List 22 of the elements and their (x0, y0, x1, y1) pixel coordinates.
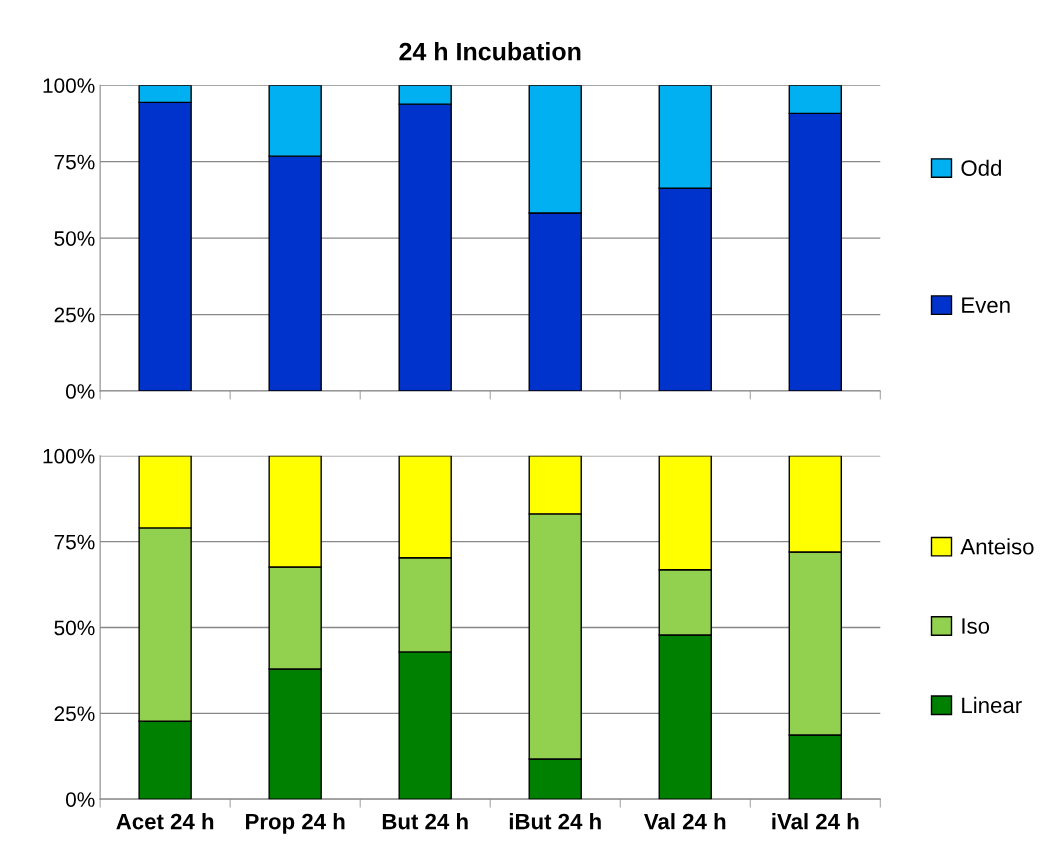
x-tick-label: But 24 h (382, 813, 468, 830)
y-tick-label: 25% (54, 706, 95, 722)
x-tick-label: iVal 24 h (772, 813, 859, 830)
x-tick-label: Val 24 h (644, 813, 726, 830)
legend-label: Anteiso (960, 538, 1034, 555)
y-tick-label: 75% (54, 534, 95, 550)
legend-label: Odd (961, 159, 1001, 176)
y-tick-label: 50% (54, 620, 95, 636)
y-tick-label: 0% (65, 384, 95, 399)
legend-label: Linear (962, 696, 1022, 714)
y-tick-label: 25% (54, 307, 95, 323)
y-tick-label: 100% (43, 448, 95, 464)
legend-label: Even (962, 297, 1010, 314)
y-tick-label: 100% (43, 78, 95, 93)
legend-label: Iso (962, 618, 990, 634)
y-tick-label: 50% (54, 231, 95, 246)
x-tick-label: Prop 24 h (246, 813, 345, 834)
chart-title: 24 h Incubation (399, 42, 581, 61)
x-tick-label: iBut 24 h (509, 813, 601, 830)
y-tick-label: 0% (65, 792, 95, 807)
x-tick-label: Acet 24 h (116, 813, 214, 830)
y-tick-label: 75% (54, 154, 95, 170)
